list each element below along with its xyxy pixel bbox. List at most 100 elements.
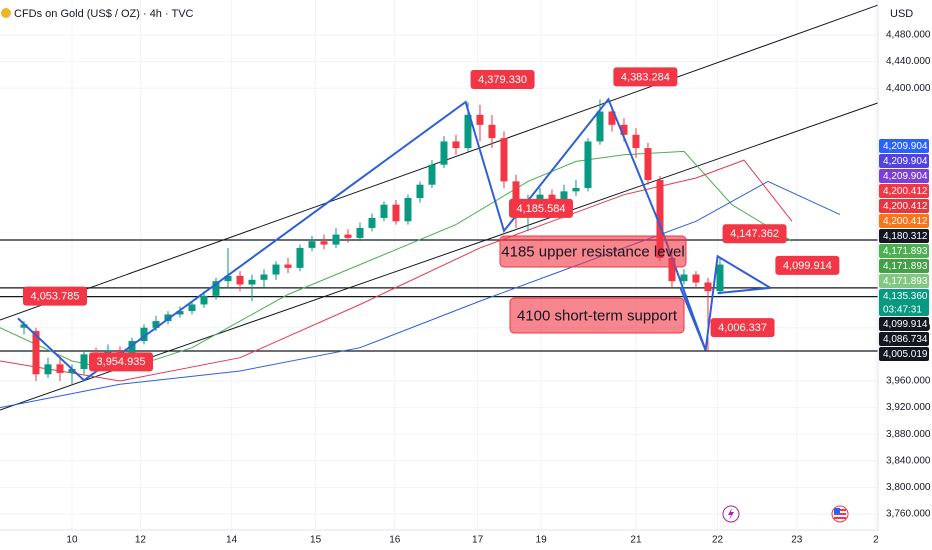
candle-body <box>128 341 136 358</box>
price-annotation <box>722 224 787 244</box>
candle-body <box>488 124 496 139</box>
price-badge <box>879 153 929 168</box>
candle-body <box>332 234 340 245</box>
candle-body <box>416 184 424 199</box>
y-tick-label: 4,480.000 <box>886 30 931 41</box>
price-badge-label: 4,200.412 <box>883 186 928 197</box>
candle-body <box>80 354 88 369</box>
price-badge <box>879 288 929 316</box>
candle-body <box>692 274 700 283</box>
candle-body <box>308 241 316 248</box>
price-badge <box>879 243 929 258</box>
candle-body <box>212 281 220 296</box>
candle-body <box>188 304 196 312</box>
price-annotation <box>775 255 840 275</box>
price-badge <box>879 316 929 331</box>
candle-body <box>716 264 724 292</box>
x-tick-label: 23 <box>791 535 803 546</box>
plot: 4185 upper resistance level 4100 short-te… <box>0 0 879 530</box>
x-tick-label: 15 <box>310 535 322 546</box>
y-tick-label: 3,760.000 <box>886 509 931 520</box>
price-annotation <box>613 67 678 87</box>
candle-body <box>176 311 184 315</box>
price-annotation <box>22 286 87 306</box>
price-badge-label: 4,180.312 <box>883 231 928 242</box>
price-annotation <box>88 352 153 372</box>
candle-body <box>392 204 400 222</box>
candle-body <box>584 141 592 189</box>
note-box <box>499 235 687 268</box>
moving-average-line <box>0 159 793 382</box>
candle-body <box>224 275 232 282</box>
price-badge <box>879 346 929 361</box>
price-badge-label: 4,171.893 <box>883 261 928 272</box>
y-tick-label: 3,880.000 <box>886 429 931 440</box>
x-tick-label: 2 <box>873 535 879 546</box>
candle-body <box>68 368 76 373</box>
price-badge <box>879 138 929 153</box>
currency: USD <box>890 8 913 20</box>
candle-body <box>200 295 208 305</box>
price-badge-countdown: 03:47:31 <box>883 305 922 316</box>
candle-body <box>404 198 412 222</box>
y-tick-label: 4,440.000 <box>886 56 931 67</box>
y-tick-label: 3,920.000 <box>886 402 931 413</box>
candle-body <box>356 227 364 238</box>
price-annotation-label: 4,379.330 <box>478 74 527 86</box>
price-badge <box>879 331 929 346</box>
candle-body <box>56 364 64 373</box>
candle-body <box>644 148 652 181</box>
candle-body <box>236 275 244 285</box>
note-box <box>509 297 685 334</box>
x-tick-label: 16 <box>389 535 401 546</box>
price-annotation <box>710 318 775 338</box>
country-flag-icon[interactable] <box>831 505 849 523</box>
note-text: 4185 upper resistance level <box>501 243 684 260</box>
candle-body <box>140 327 148 342</box>
event-icon[interactable] <box>722 505 740 523</box>
price-badge <box>879 183 929 198</box>
y-tick-label: 4,400.000 <box>886 83 931 94</box>
symbol-icon <box>1 8 11 18</box>
price-badge <box>879 213 929 228</box>
candle-body <box>248 279 256 285</box>
candle-body <box>608 111 616 125</box>
candle-body <box>500 138 508 182</box>
price-badge <box>879 228 929 243</box>
candle-body <box>320 241 328 245</box>
x-tick-label: 12 <box>135 535 147 546</box>
price-annotation-label: 3,954.935 <box>97 356 146 368</box>
price-badge-label: 4,209.904 <box>883 171 928 182</box>
price-badge-label: 4,200.412 <box>883 216 928 227</box>
y-tick-label: 3,960.000 <box>886 376 931 387</box>
candle-body <box>440 141 448 165</box>
price-badge-label: 4,171.893 <box>883 246 928 257</box>
x-tick-label: 14 <box>226 535 238 546</box>
candle-body <box>680 274 688 282</box>
price-badge <box>879 198 929 213</box>
price-badge <box>879 258 929 273</box>
candle-body <box>20 324 28 328</box>
candle-body <box>452 141 460 149</box>
x-tick-label: 17 <box>472 535 484 546</box>
price-badge <box>879 273 929 288</box>
candle-body <box>152 321 160 328</box>
price-badge-label: 4,209.904 <box>883 141 928 152</box>
candle-body <box>284 264 292 268</box>
candle-body <box>668 257 676 282</box>
price-badge-label: 4,099.914 <box>883 319 928 330</box>
candle-body <box>368 217 376 228</box>
candle-body <box>260 274 268 280</box>
price-badge-label: 4,200.412 <box>883 201 928 212</box>
price-annotation-label: 4,147.362 <box>730 228 779 240</box>
zigzag-line <box>717 286 771 295</box>
candle-body <box>656 180 664 258</box>
x-tick-label: 10 <box>66 535 78 546</box>
zigzag-line <box>17 97 771 382</box>
price-annotation-label: 4,185.584 <box>517 203 566 215</box>
note-text: 4100 short-term support <box>517 307 678 324</box>
price-annotation-label: 4,053.785 <box>31 290 80 302</box>
